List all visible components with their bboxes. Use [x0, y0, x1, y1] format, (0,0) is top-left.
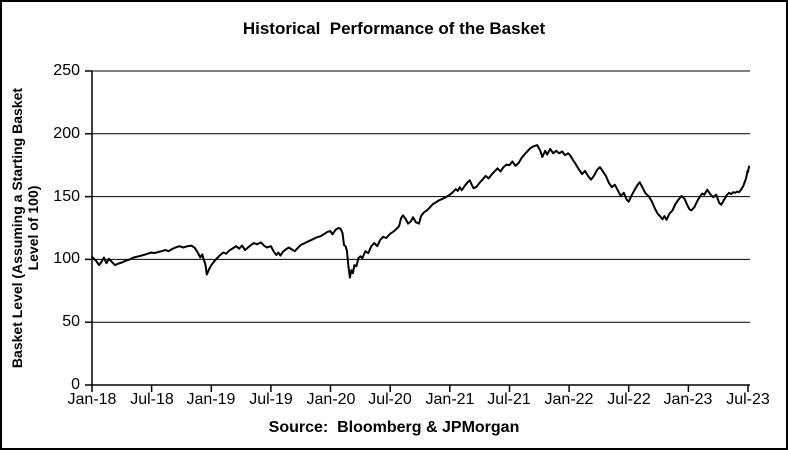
x-tick-label: Jul-20	[368, 391, 412, 408]
x-tick-label: Jan-23	[663, 391, 713, 408]
y-tick-label: 250	[53, 62, 80, 79]
x-tick-label: Jan-19	[186, 391, 236, 408]
x-tick-label: Jul-21	[487, 391, 531, 408]
y-tick-label: 0	[71, 376, 80, 393]
x-tick-label: Jan-20	[306, 391, 356, 408]
x-tick-label: Jan-18	[67, 391, 117, 408]
y-tick-label: 150	[53, 188, 80, 205]
y-tick-label: 50	[62, 313, 80, 330]
x-tick-label: Jul-18	[130, 391, 174, 408]
y-tick-label: 100	[53, 250, 80, 267]
gridlines	[92, 70, 750, 323]
x-tick-label: Jan-21	[425, 391, 475, 408]
x-tick-label: Jul-19	[249, 391, 293, 408]
y-tick-label: 200	[53, 125, 80, 142]
chart-title: Historical Performance of the Basket	[242, 19, 546, 38]
x-tick-label: Jan-22	[544, 391, 594, 408]
source-note: Source: Bloomberg & JPMorgan	[268, 419, 520, 436]
axes	[85, 70, 750, 392]
data-line	[91, 144, 750, 279]
x-tick-label: Jul-23	[726, 391, 770, 408]
x-tick-label: Jul-22	[607, 391, 651, 408]
